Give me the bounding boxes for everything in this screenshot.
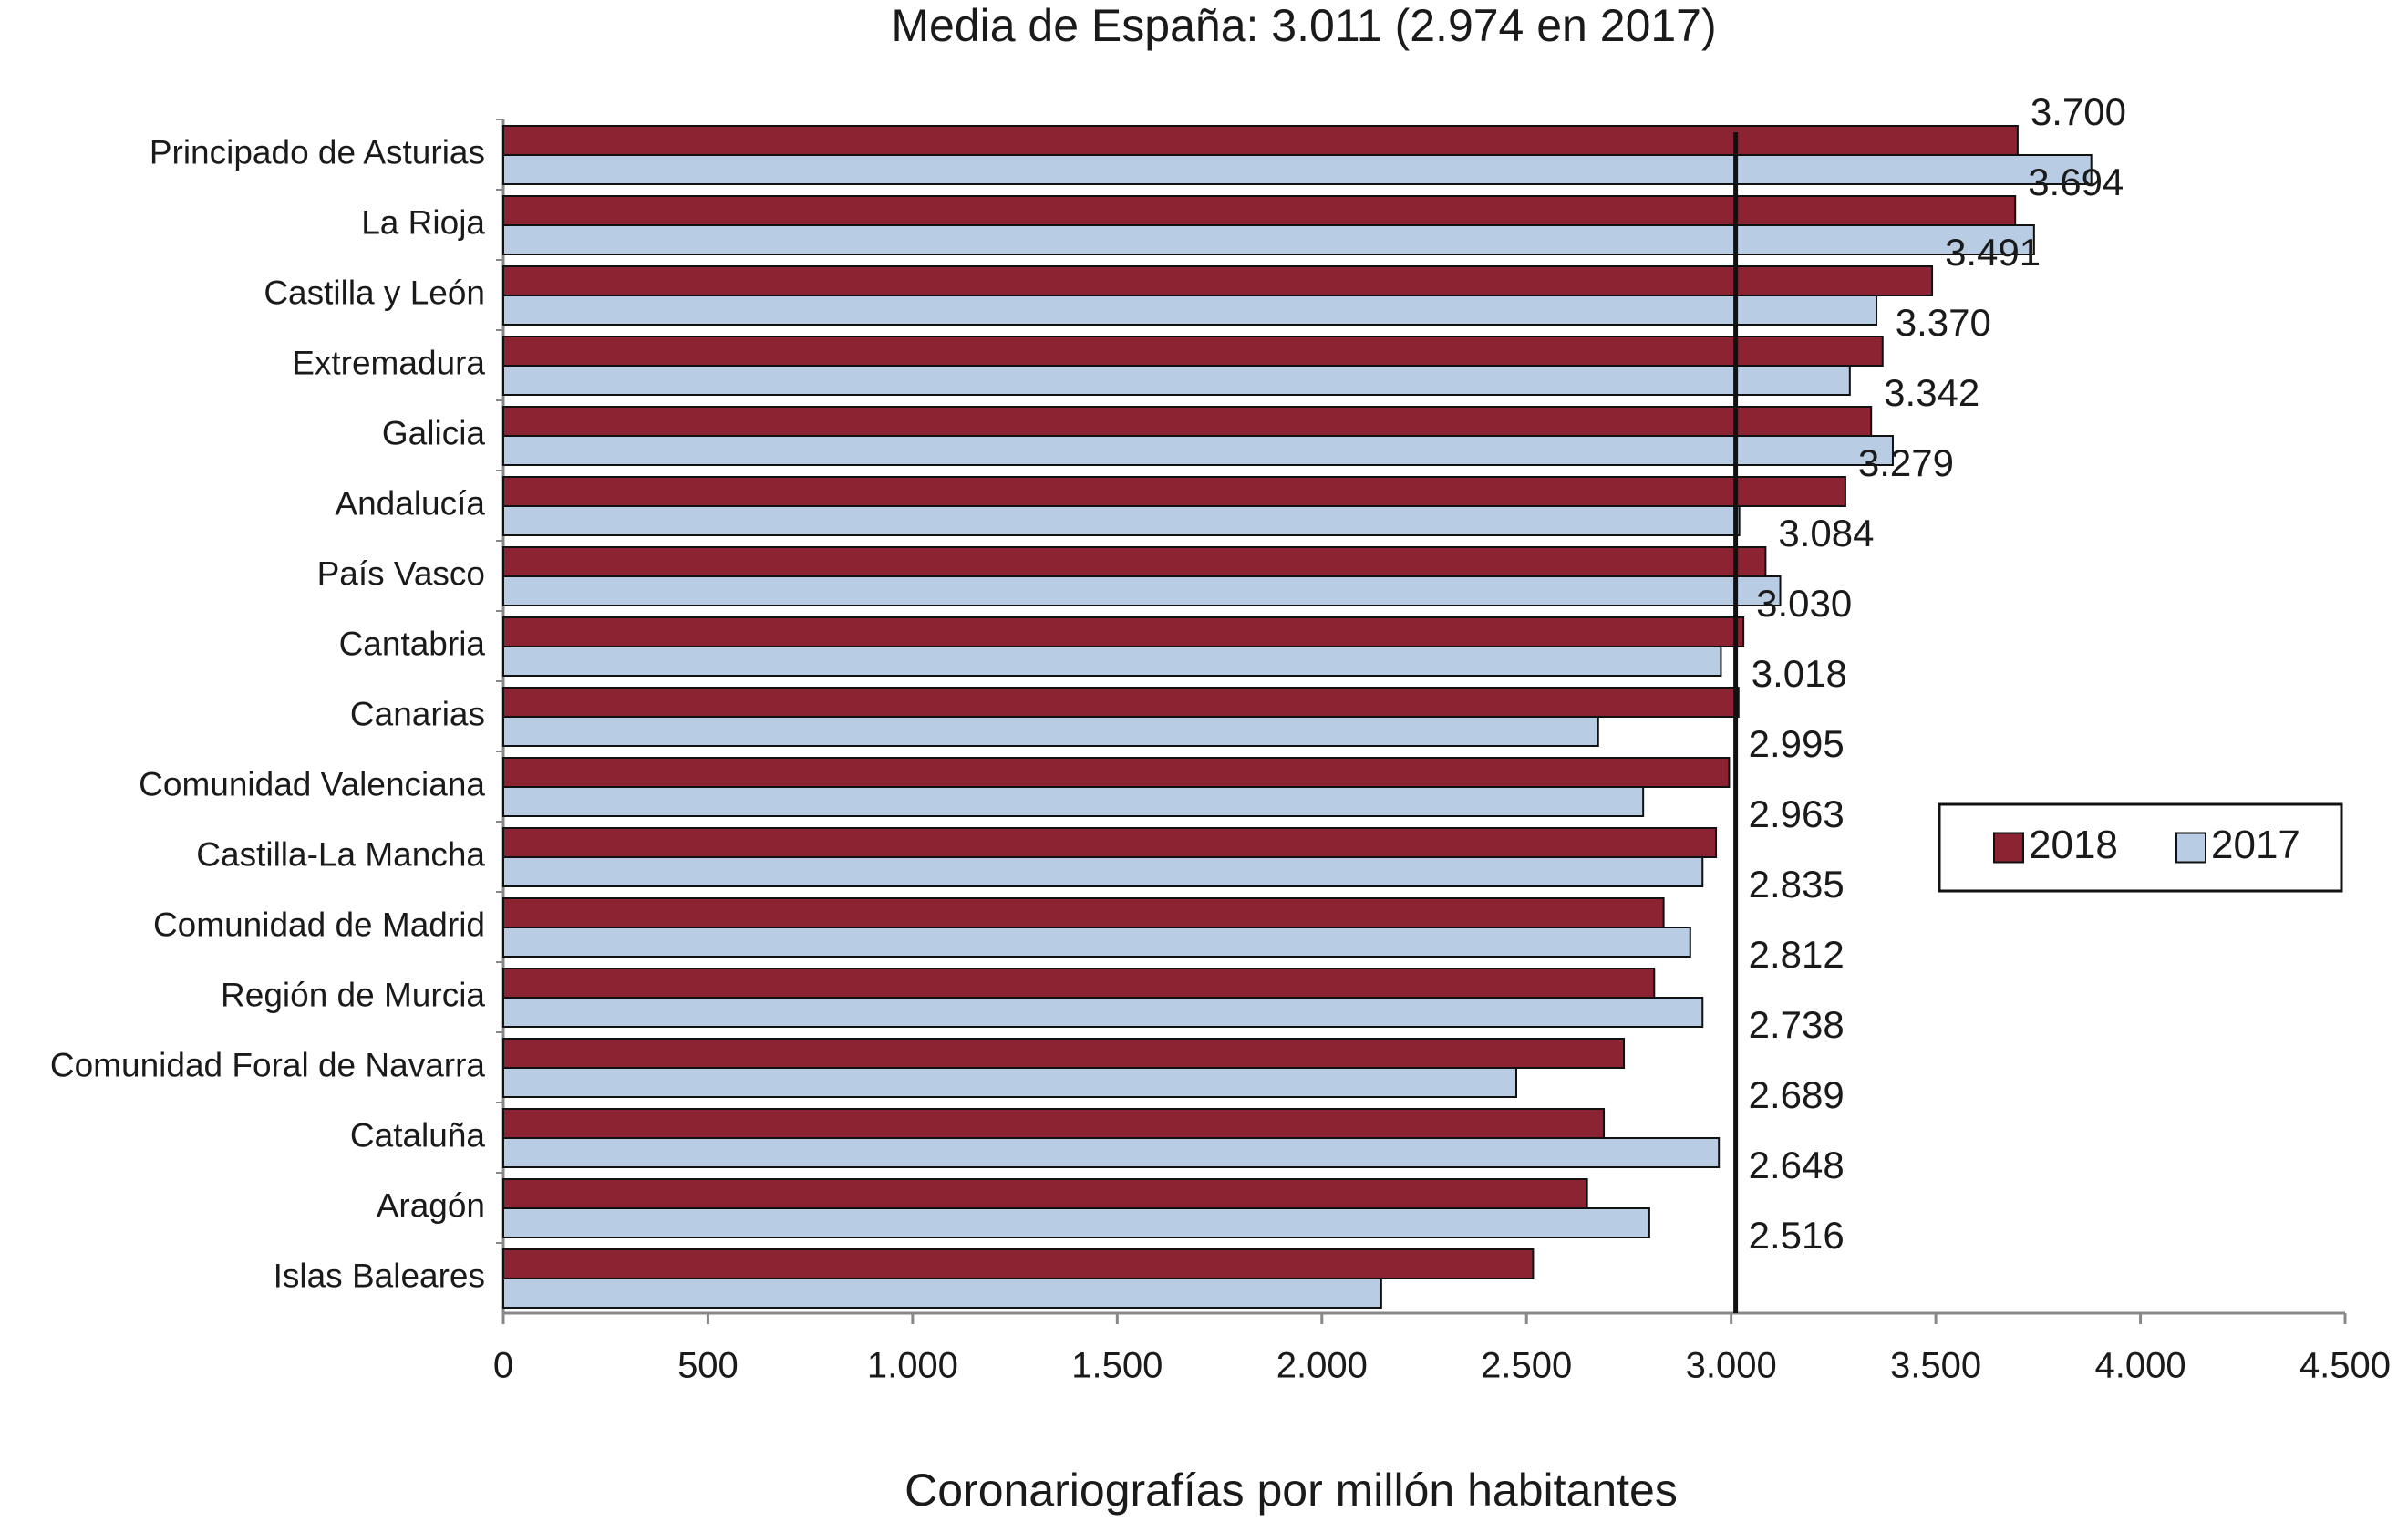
category-label: Andalucía [335, 484, 485, 522]
bar [502, 786, 1645, 817]
bar [502, 265, 1934, 296]
category-label: Castilla-La Mancha [196, 835, 485, 873]
value-label: 3.694 [2028, 160, 2124, 203]
value-label: 3.700 [2031, 90, 2126, 133]
category-label: País Vasco [317, 554, 485, 592]
legend-swatch [2175, 832, 2206, 864]
bar [502, 546, 1767, 577]
value-label: 3.018 [1752, 652, 1847, 695]
value-label: 3.342 [1884, 371, 1979, 414]
x-tick-label: 500 [677, 1346, 739, 1386]
bar [502, 435, 1894, 466]
category-label: Extremadura [292, 344, 485, 381]
category-label: Cataluña [350, 1116, 486, 1154]
bar [502, 505, 1741, 536]
category-label: Región de Murcia [221, 976, 485, 1013]
category-label: La Rioja [361, 203, 485, 241]
value-label: 3.491 [1945, 231, 2041, 274]
x-tick-label: 4.500 [2299, 1346, 2391, 1386]
legend-label: 2017 [2211, 823, 2300, 867]
value-label: 2.835 [1749, 863, 1845, 906]
bar [502, 575, 1782, 606]
bar [502, 827, 1718, 858]
bar [502, 365, 1851, 396]
x-tick-label: 1.000 [867, 1346, 958, 1386]
bar [502, 616, 1745, 647]
x-tick-label: 3.000 [1686, 1346, 1777, 1386]
bar [502, 406, 1873, 437]
category-label: Islas Baleares [274, 1257, 485, 1294]
category-label: Comunidad Valenciana [139, 765, 485, 802]
bar [502, 1038, 1626, 1069]
bar [502, 1207, 1650, 1238]
value-label: 2.689 [1749, 1073, 1845, 1116]
legend-swatch [1993, 832, 2024, 864]
value-label: 2.738 [1749, 1003, 1845, 1046]
x-tick-label: 1.500 [1071, 1346, 1163, 1386]
bar [502, 125, 2019, 156]
x-tick-label: 3.500 [1890, 1346, 1981, 1386]
x-tick-label: 2.000 [1276, 1346, 1368, 1386]
value-label: 3.030 [1756, 582, 1852, 625]
x-tick-label: 0 [493, 1346, 513, 1386]
category-label: Comunidad de Madrid [153, 906, 485, 943]
category-label: Comunidad Foral de Navarra [50, 1046, 486, 1083]
bar [502, 295, 1878, 326]
category-label: Aragón [377, 1186, 485, 1224]
value-label: 3.084 [1778, 512, 1874, 554]
bar [502, 336, 1884, 367]
bar [502, 1178, 1588, 1209]
bar [502, 757, 1731, 788]
value-label: 3.279 [1858, 441, 1954, 484]
category-label: Galicia [382, 414, 486, 451]
bar [502, 195, 2017, 226]
bar [502, 1108, 1606, 1139]
x-axis-label: Coronariografías por millón habitantes [904, 1465, 1678, 1516]
bar [502, 897, 1665, 928]
bar [502, 224, 2035, 255]
bar [502, 476, 1846, 507]
value-label: 2.648 [1749, 1144, 1845, 1186]
bar [502, 1248, 1535, 1279]
bar [502, 646, 1722, 677]
chart-title: Media de España: 3.011 (2.974 en 2017) [891, 0, 1716, 51]
value-label: 3.370 [1896, 301, 1991, 344]
bar [502, 927, 1691, 958]
category-label: Cantabria [339, 625, 486, 662]
value-label: 2.995 [1749, 722, 1845, 765]
category-label: Castilla y León [264, 274, 485, 311]
bar [502, 687, 1740, 718]
bar [502, 154, 2093, 185]
category-label: Canarias [350, 695, 485, 732]
value-label: 2.963 [1749, 792, 1845, 835]
bar [502, 856, 1704, 887]
value-label: 2.812 [1749, 933, 1845, 976]
bar [502, 968, 1656, 999]
bar [502, 1067, 1517, 1098]
value-label: 2.516 [1749, 1214, 1845, 1257]
bar [502, 716, 1599, 747]
legend-label: 2018 [2029, 823, 2118, 867]
x-tick-label: 2.500 [1481, 1346, 1572, 1386]
x-tick-label: 4.000 [2095, 1346, 2186, 1386]
category-label: Principado de Asturias [150, 133, 485, 171]
bar [502, 997, 1704, 1028]
bar [502, 1137, 1721, 1168]
bar [502, 1278, 1382, 1309]
